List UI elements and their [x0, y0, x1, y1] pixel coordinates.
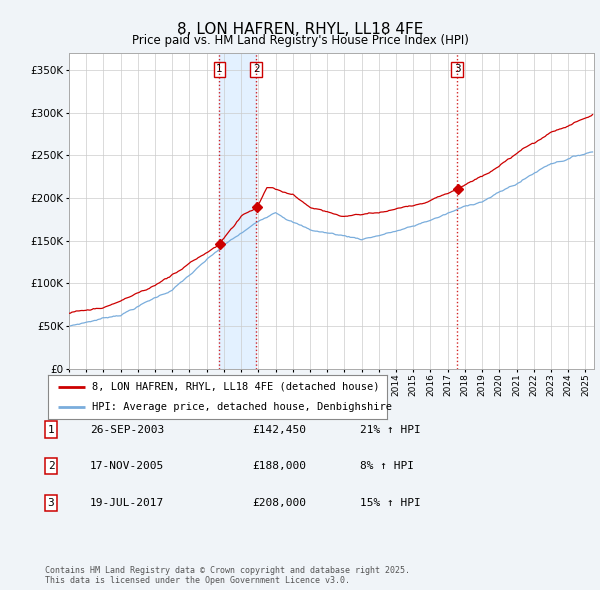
- Text: 8% ↑ HPI: 8% ↑ HPI: [360, 461, 414, 471]
- Text: 26-SEP-2003: 26-SEP-2003: [90, 425, 164, 434]
- Text: £188,000: £188,000: [252, 461, 306, 471]
- Text: 2: 2: [47, 461, 55, 471]
- Text: 2: 2: [253, 64, 260, 74]
- Text: £208,000: £208,000: [252, 498, 306, 507]
- Text: 8, LON HAFREN, RHYL, LL18 4FE: 8, LON HAFREN, RHYL, LL18 4FE: [177, 22, 423, 37]
- Text: 1: 1: [216, 64, 223, 74]
- Text: Price paid vs. HM Land Registry's House Price Index (HPI): Price paid vs. HM Land Registry's House …: [131, 34, 469, 47]
- Text: 19-JUL-2017: 19-JUL-2017: [90, 498, 164, 507]
- Text: 1: 1: [47, 425, 55, 434]
- Text: HPI: Average price, detached house, Denbighshire: HPI: Average price, detached house, Denb…: [92, 402, 392, 412]
- Text: 3: 3: [47, 498, 55, 507]
- Text: 3: 3: [454, 64, 460, 74]
- Text: 21% ↑ HPI: 21% ↑ HPI: [360, 425, 421, 434]
- Text: Contains HM Land Registry data © Crown copyright and database right 2025.
This d: Contains HM Land Registry data © Crown c…: [45, 566, 410, 585]
- Text: 17-NOV-2005: 17-NOV-2005: [90, 461, 164, 471]
- Text: 15% ↑ HPI: 15% ↑ HPI: [360, 498, 421, 507]
- Text: 8, LON HAFREN, RHYL, LL18 4FE (detached house): 8, LON HAFREN, RHYL, LL18 4FE (detached …: [92, 382, 380, 392]
- Text: £142,450: £142,450: [252, 425, 306, 434]
- Bar: [220, 53, 256, 369]
